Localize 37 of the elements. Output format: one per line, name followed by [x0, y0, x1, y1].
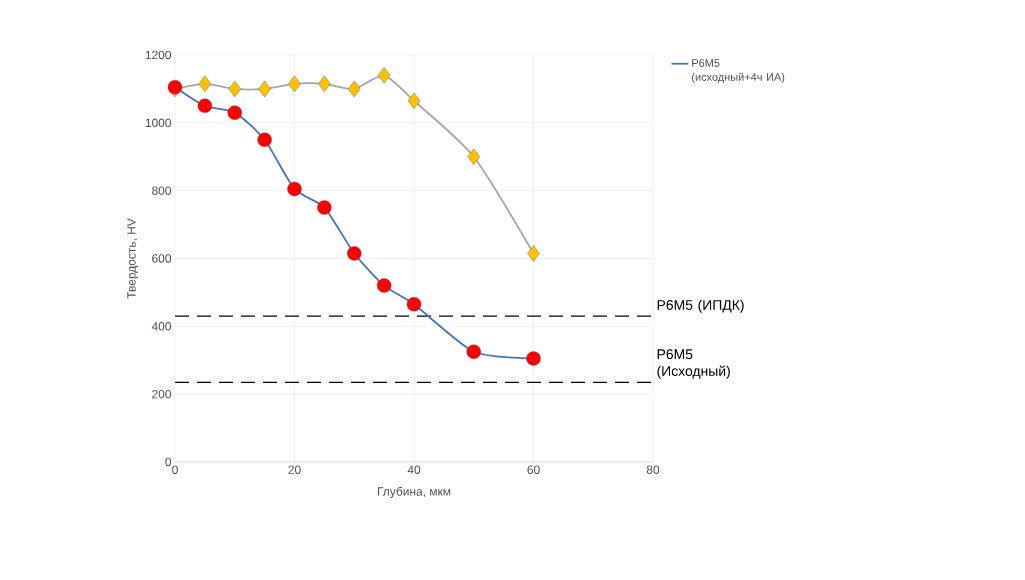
point: [318, 75, 331, 93]
ref-line-label: Р6М5 (Исходный): [657, 349, 730, 379]
point: [526, 351, 541, 366]
y-tick-label: 1200: [145, 50, 172, 60]
y-tick-label: 1000: [145, 118, 172, 128]
point: [257, 132, 272, 147]
x-tick-label: 60: [527, 465, 540, 474]
y-axis-title: Твердость, HV: [127, 218, 139, 299]
point: [317, 200, 332, 215]
y-tick-label: 800: [152, 186, 172, 195]
x-tick-label: 0: [172, 465, 178, 474]
x-tick-label: 80: [646, 465, 660, 474]
point: [197, 98, 213, 114]
point: [258, 80, 271, 98]
legend-label: Р6М5 (исходный+4ч ИА): [692, 59, 785, 84]
point: [228, 80, 241, 98]
point: [287, 181, 302, 197]
ref-line-label: Р6М5 (ИПДК): [657, 299, 744, 313]
x-tick-label: 40: [407, 465, 421, 474]
point: [347, 246, 362, 261]
point: [348, 80, 361, 98]
point: [406, 297, 422, 312]
point: [198, 75, 212, 93]
x-axis-title: Глубина, мкм: [378, 486, 451, 499]
point: [288, 75, 301, 93]
point: [407, 92, 421, 109]
y-tick-label: 600: [152, 254, 172, 263]
y-tick-label: 400: [151, 322, 172, 331]
point: [227, 105, 242, 120]
point: [376, 278, 392, 293]
x-tick-label: 20: [288, 465, 301, 474]
point: [467, 148, 480, 165]
y-tick-label: 0: [165, 457, 172, 467]
point: [377, 67, 391, 84]
point: [527, 245, 540, 262]
y-tick-label: 200: [152, 389, 172, 399]
point: [466, 344, 481, 359]
